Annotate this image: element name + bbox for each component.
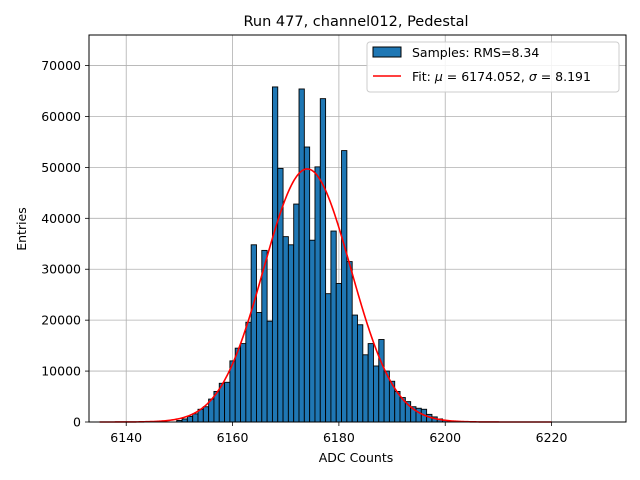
y-axis-label: Entries (14, 207, 29, 251)
histogram-bar (314, 166, 321, 423)
x-axis-ticks: 6140 6160 6180 6200 6220 (110, 422, 568, 445)
legend-sigma-symbol: σ (529, 69, 538, 84)
histogram-bar (266, 320, 273, 423)
legend-box (366, 41, 620, 93)
legend-samples-label: Samples: RMS=8.34 (412, 45, 539, 60)
histogram-bar (362, 354, 369, 423)
histogram-bar (229, 360, 236, 423)
legend-mu-symbol: μ (434, 69, 443, 84)
histogram-bar (319, 98, 327, 423)
y-axis-ticks: 0 10000 20000 30000 40000 50000 60000 70000 (41, 58, 89, 430)
legend-samples-swatch (372, 46, 402, 58)
histogram-bar (335, 283, 342, 423)
histogram-bar (367, 343, 374, 423)
y-tick-label: 50000 (41, 160, 81, 175)
histogram-bar (261, 249, 268, 423)
histogram-bar (202, 406, 210, 423)
legend-fit-label: Fit: μ = 6174.052, σ = 8.191 (412, 69, 591, 84)
histogram-bar (271, 86, 279, 423)
histogram-bar (256, 312, 263, 423)
plot-frame (88, 34, 627, 423)
histogram-bar (234, 347, 241, 423)
y-tick-label: 60000 (41, 109, 81, 124)
histogram-bar (293, 203, 300, 423)
histogram-bar (415, 407, 422, 423)
y-tick-label: 30000 (41, 262, 81, 277)
histogram-bar (287, 244, 295, 423)
histogram-bar (373, 365, 380, 423)
histogram-bar (325, 293, 332, 423)
histogram-bar (298, 88, 305, 423)
y-tick-label: 70000 (41, 58, 81, 73)
histogram-bar (224, 381, 231, 423)
x-tick-label: 6200 (429, 430, 461, 445)
histogram-bar (351, 314, 358, 423)
x-axis-label: ADC Counts (319, 450, 394, 465)
chart-title: Run 477, channel012, Pedestal (243, 14, 468, 30)
y-tick-label: 0 (73, 415, 81, 430)
histogram-bar (309, 239, 316, 423)
histogram-bar (330, 230, 337, 423)
y-tick-label: 10000 (41, 364, 81, 379)
x-tick-label: 6160 (217, 430, 249, 445)
x-tick-label: 6220 (536, 430, 568, 445)
histogram-bar (245, 321, 252, 423)
histogram-bar (192, 413, 199, 423)
histogram-bar (250, 244, 257, 423)
histogram-bar (378, 339, 385, 423)
x-tick-label: 6180 (323, 430, 355, 445)
y-tick-label: 20000 (41, 313, 81, 328)
legend-sigma-value: = 8.191 (537, 69, 591, 84)
histogram-bar (186, 415, 194, 423)
histogram-bar (341, 150, 348, 423)
histogram-bar (282, 236, 289, 423)
histogram-bar (357, 324, 364, 423)
histogram-bar (303, 146, 311, 423)
legend-mu-value: = 6174.052, (443, 69, 529, 84)
x-tick-label: 6140 (110, 430, 142, 445)
histogram-bar (346, 261, 353, 423)
legend: Samples: RMS=8.34 Fit: μ = 6174.052, σ =… (366, 41, 620, 93)
legend-fit-prefix: Fit: (412, 69, 435, 84)
histogram-bar (240, 343, 247, 423)
histogram-bars (176, 86, 449, 423)
y-tick-label: 40000 (41, 211, 81, 226)
